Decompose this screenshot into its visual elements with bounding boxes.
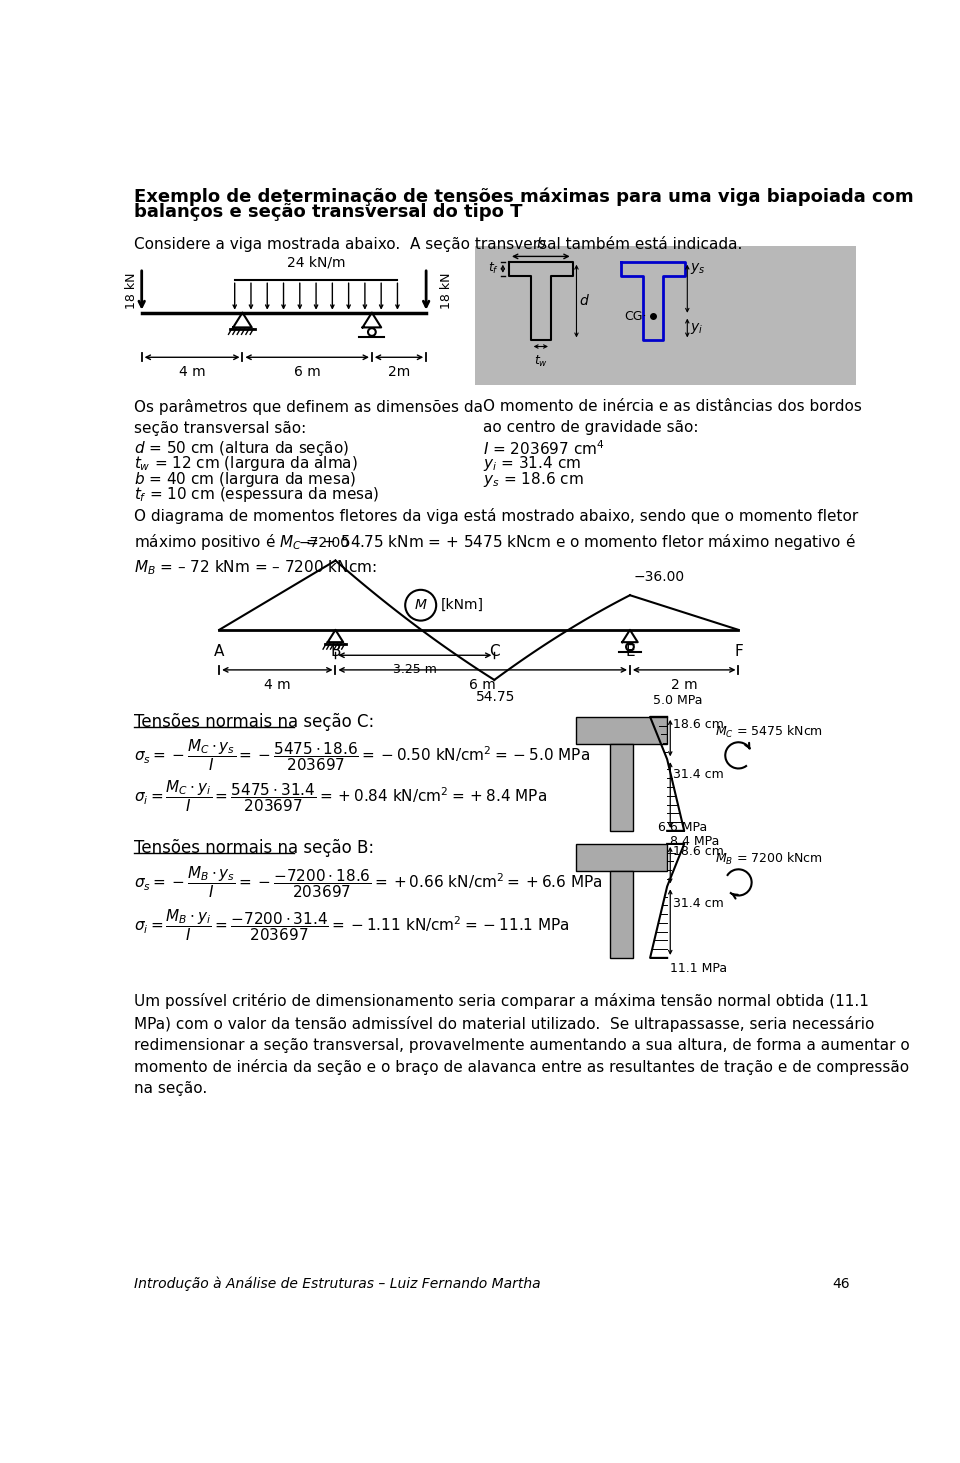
Text: CG·: CG· [625,310,647,323]
Text: $d$ = 50 cm (altura da seção): $d$ = 50 cm (altura da seção) [134,439,348,458]
Text: b: b [537,237,545,252]
Text: E: E [625,644,635,658]
Text: Exemplo de determinação de tensões máximas para uma viga biapoiada com: Exemplo de determinação de tensões máxim… [134,187,914,206]
Text: 3.25 m: 3.25 m [393,663,437,676]
Text: $y_s$ = 18.6 cm: $y_s$ = 18.6 cm [483,470,584,489]
Bar [576,844,667,870]
Text: 31.4 cm: 31.4 cm [673,897,724,910]
Text: Um possível critério de dimensionamento seria comparar a máxima tensão normal ob: Um possível critério de dimensionamento … [134,993,910,1096]
Text: Introdução à Análise de Estruturas – Luiz Fernando Martha: Introdução à Análise de Estruturas – Lui… [134,1277,540,1292]
Text: 6.6 MPa: 6.6 MPa [658,821,708,834]
Text: O diagrama de momentos fletores da viga está mostrado abaixo, sendo que o moment: O diagrama de momentos fletores da viga … [134,508,858,578]
Text: 46: 46 [832,1277,850,1290]
Text: $\sigma_s = -\dfrac{M_C \cdot y_s}{I} = -\dfrac{5475 \cdot 18.6}{203697} = -0.50: $\sigma_s = -\dfrac{M_C \cdot y_s}{I} = … [134,737,590,774]
Text: C: C [489,644,499,658]
Text: 24 kN/m: 24 kN/m [287,256,346,269]
Text: $t_f$: $t_f$ [488,262,499,277]
Text: 5.0 MPa: 5.0 MPa [653,693,703,707]
Text: $y_s$: $y_s$ [690,262,706,277]
Text: 6 m: 6 m [469,677,496,692]
Bar [610,743,633,831]
Text: $t_w$ = 12 cm (largura da alma): $t_w$ = 12 cm (largura da alma) [134,455,358,474]
Text: 18.6 cm: 18.6 cm [673,718,724,732]
Text: 6 m: 6 m [294,364,321,379]
Text: $\sigma_i = \dfrac{M_B \cdot y_i}{I} = \dfrac{-7200 \cdot 31.4}{203697} = -1.11\: $\sigma_i = \dfrac{M_B \cdot y_i}{I} = \… [134,907,570,942]
Text: 2m: 2m [388,364,410,379]
Text: −72.00: −72.00 [299,535,349,550]
Text: 11.1 MPa: 11.1 MPa [670,963,728,976]
Text: $\sigma_s = -\dfrac{M_B \cdot y_s}{I} = -\dfrac{-7200 \cdot 18.6}{203697} = +0.6: $\sigma_s = -\dfrac{M_B \cdot y_s}{I} = … [134,865,603,900]
Text: 8.4 MPa: 8.4 MPa [670,835,720,849]
Text: F: F [734,644,743,658]
Text: balanços e seção transversal do tipo T: balanços e seção transversal do tipo T [134,202,522,221]
Text: M: M [415,598,426,612]
Text: $M_B$ = 7200 kNcm: $M_B$ = 7200 kNcm [715,851,823,868]
Text: Tensões normais na seção C:: Tensões normais na seção C: [134,712,374,732]
Text: 18 kN: 18 kN [440,272,453,309]
Text: 54.75: 54.75 [476,691,516,704]
Bar [576,717,667,743]
Text: $t_f$ = 10 cm (espessura da mesa): $t_f$ = 10 cm (espessura da mesa) [134,486,379,505]
Text: $t_w$: $t_w$ [534,354,548,369]
Text: $b$ = 40 cm (largura da mesa): $b$ = 40 cm (largura da mesa) [134,470,356,489]
Text: Os parâmetros que definem as dimensões da
seção transversal são:: Os parâmetros que definem as dimensões d… [134,399,483,436]
Text: [kNm]: [kNm] [441,598,484,612]
Text: Considere a viga mostrada abaixo.  A seção transversal também está indicada.: Considere a viga mostrada abaixo. A seçã… [134,236,742,252]
Text: O momento de inércia e as distâncias dos bordos
ao centro de gravidade são:: O momento de inércia e as distâncias dos… [483,399,861,435]
Bar [475,246,856,385]
Text: d: d [580,294,588,309]
Text: $y_i$: $y_i$ [690,320,704,335]
Text: A: A [214,644,225,658]
Text: 2 m: 2 m [671,677,698,692]
Text: 18.6 cm: 18.6 cm [673,846,724,859]
Text: −36.00: −36.00 [634,571,684,584]
Text: $\sigma_i = \dfrac{M_C \cdot y_i}{I} = \dfrac{5475 \cdot 31.4}{203697} = +0.84\ : $\sigma_i = \dfrac{M_C \cdot y_i}{I} = \… [134,778,547,815]
Bar [610,870,633,958]
Text: $M_C$ = 5475 kNcm: $M_C$ = 5475 kNcm [715,724,823,740]
Text: 4 m: 4 m [264,677,291,692]
Text: 31.4 cm: 31.4 cm [673,768,724,781]
Text: $I$ = 203697 cm$^4$: $I$ = 203697 cm$^4$ [483,439,604,458]
Text: $y_i$ = 31.4 cm: $y_i$ = 31.4 cm [483,455,581,474]
Text: 18 kN: 18 kN [125,272,138,309]
Text: B: B [330,644,341,658]
Text: Tensões normais na seção B:: Tensões normais na seção B: [134,840,374,857]
Text: 4 m: 4 m [179,364,205,379]
